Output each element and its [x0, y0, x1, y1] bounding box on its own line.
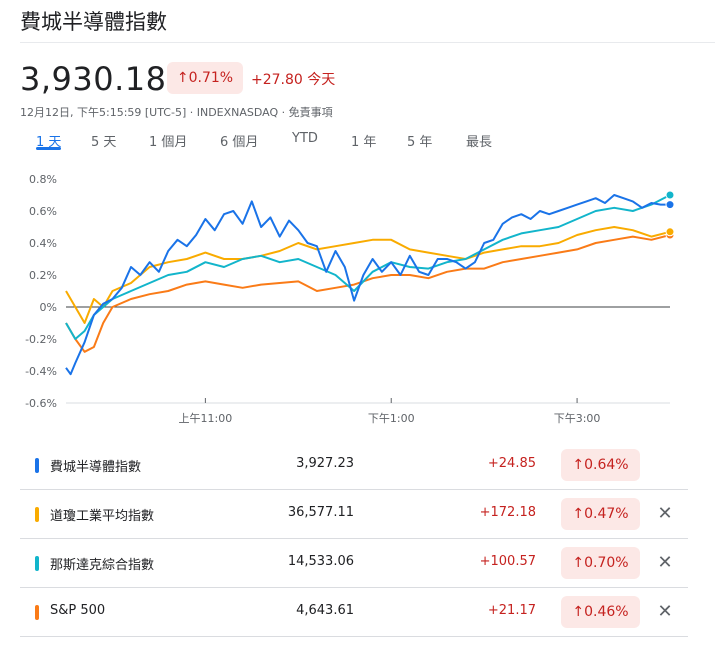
y-tick-label: 0%	[40, 301, 57, 314]
x-tick-label: 上午11:00	[179, 412, 233, 425]
tab-1-month[interactable]: 1 個月	[149, 135, 188, 150]
series-line	[65, 194, 670, 376]
tab-5-year[interactable]: 5 年	[407, 135, 433, 150]
x-tick-label: 下午3:00	[554, 412, 601, 425]
page-title: 費城半導體指數	[20, 10, 167, 34]
tab-6-month[interactable]: 6 個月	[220, 135, 259, 150]
series-change: +100.57	[479, 554, 536, 569]
y-tick-label: -0.4%	[25, 365, 57, 378]
legend-row-nasdaq[interactable]: 那斯達克綜合指數 14,533.06 +100.57 ↑0.70% ✕	[20, 539, 688, 588]
series-line	[65, 234, 671, 353]
tab-1-day[interactable]: 1 天	[36, 135, 62, 150]
change-percent-badge: ↑0.71%	[167, 62, 243, 94]
tab-1-year[interactable]: 1 年	[351, 135, 377, 150]
tab-max[interactable]: 最長	[466, 135, 493, 150]
series-line	[65, 194, 671, 340]
x-tick-label: 下午1:00	[368, 412, 415, 425]
series-color-bar	[35, 605, 39, 620]
series-change-percent-badge: ↑0.70%	[561, 547, 640, 579]
close-icon[interactable]: ✕	[657, 600, 673, 622]
series-color-bar	[35, 458, 39, 473]
series-name: S&P 500	[50, 603, 106, 618]
close-icon[interactable]: ✕	[657, 502, 673, 524]
series-value: 4,643.61	[296, 603, 354, 618]
close-icon[interactable]: ✕	[657, 551, 673, 573]
legend-row-dow[interactable]: 道瓊工業平均指數 36,577.11 +172.18 ↑0.47% ✕	[20, 490, 688, 539]
active-tab-indicator	[36, 147, 61, 150]
series-end-point	[665, 190, 675, 200]
y-tick-label: 0.8%	[29, 173, 57, 186]
y-tick-label: -0.6%	[25, 397, 57, 410]
price-chart[interactable]: 0.8% 0.6% 0.4% 0.2% 0% -0.2% -0.4% -0.6% 上午11:00…	[0, 160, 715, 435]
series-change-percent-badge: ↑0.46%	[561, 596, 640, 628]
series-change-percent-badge: ↑0.47%	[561, 498, 640, 530]
y-tick-label: 0.6%	[29, 205, 57, 218]
comparison-legend: 費城半導體指數 3,927.23 +24.85 ↑0.64% 道瓊工業平均指數 …	[20, 441, 688, 637]
series-color-bar	[35, 507, 39, 522]
series-end-point	[665, 227, 675, 237]
series-value: 14,533.06	[287, 554, 354, 569]
series-change: +172.18	[479, 505, 536, 520]
y-tick-label: -0.2%	[25, 333, 57, 346]
series-end-point	[665, 200, 675, 210]
series-value: 36,577.11	[287, 505, 354, 520]
title-divider	[20, 42, 715, 43]
quote-meta: 12月12日, 下午5:15:59 [UTC-5] · INDEXNASDAQ …	[20, 106, 333, 119]
y-tick-label: 0.2%	[29, 269, 57, 282]
tab-5-day[interactable]: 5 天	[91, 135, 117, 150]
tab-ytd[interactable]: YTD	[292, 131, 318, 146]
series-value: 3,927.23	[296, 456, 354, 471]
series-name: 那斯達克綜合指數	[50, 558, 155, 573]
current-price: 3,930.18	[20, 60, 167, 98]
legend-row-sox[interactable]: 費城半導體指數 3,927.23 +24.85 ↑0.64%	[20, 441, 688, 490]
legend-row-sp500[interactable]: S&P 500 4,643.61 +21.17 ↑0.46% ✕	[20, 588, 688, 637]
series-name: 道瓊工業平均指數	[50, 509, 155, 524]
series-change: +21.17	[487, 603, 536, 618]
series-change: +24.85	[487, 456, 536, 471]
series-color-bar	[35, 556, 39, 571]
change-absolute: +27.80 今天	[251, 72, 336, 88]
series-name: 費城半導體指數	[50, 460, 142, 475]
y-tick-label: 0.4%	[29, 237, 57, 250]
series-line	[65, 226, 671, 324]
series-change-percent-badge: ↑0.64%	[561, 449, 640, 481]
